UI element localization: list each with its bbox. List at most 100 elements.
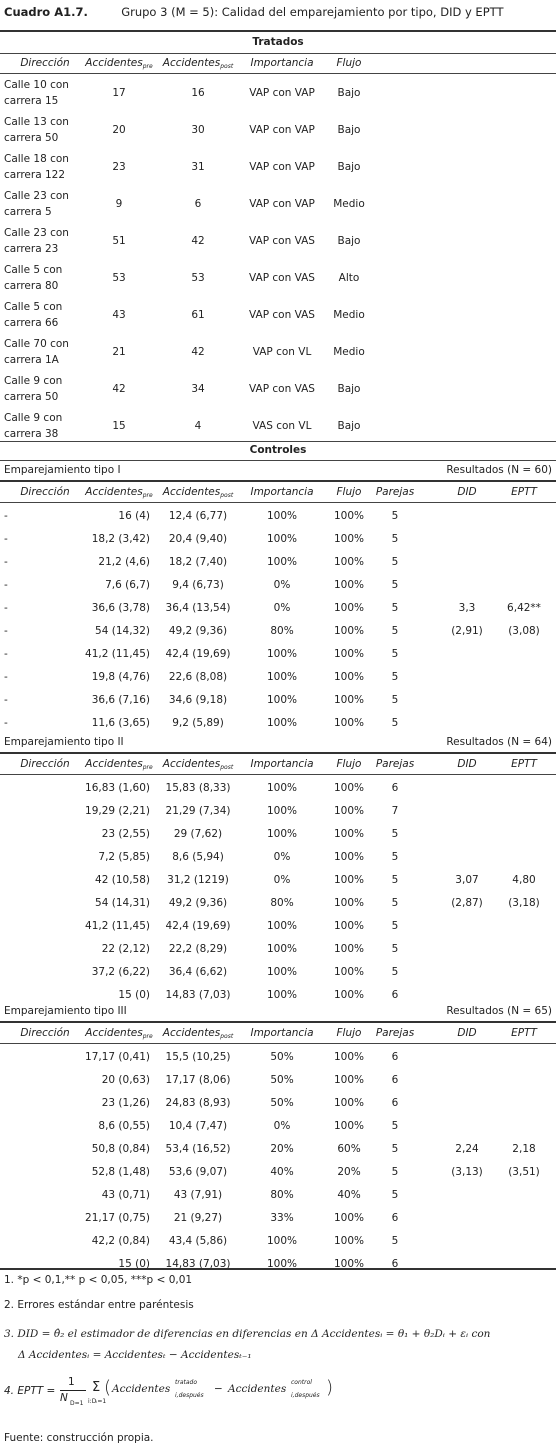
cell-importancia-text: 100% (266, 693, 298, 706)
cell-accidentes-post-text: 49,2 (9,36) (168, 896, 228, 909)
cell-direccion-text: - (4, 624, 8, 637)
cell-flujo-text: 100% (333, 1257, 365, 1270)
cell-flujo: 100% (326, 868, 372, 891)
table-row: Calle 5 con carrera 66 43 61 VAP con VAS Medi… (0, 296, 556, 333)
direccion-line-2: carrera 50 (4, 131, 59, 144)
cell-accidentes-post: 31,2 (1219) (158, 868, 238, 891)
table-row: 19,29 (2,21) 21,29 (7,34) 100% 100% 7 (0, 799, 556, 822)
cell-importancia-text: VAP con VAS (249, 382, 315, 395)
eptt-fraction-denominator-subscript: D=1 (70, 1400, 84, 1407)
cell-flujo: 100% (326, 711, 372, 734)
cell-direccion (4, 1091, 44, 1114)
cell-accidentes-post-text: 24,83 (8,93) (165, 1096, 231, 1109)
cell-direccion-text: - (4, 578, 8, 591)
cell-parejas: 5 (372, 868, 418, 891)
header-parejas-text: Parejas (375, 486, 415, 498)
header-importancia-text: Importancia (250, 758, 314, 770)
direccion-text: Calle 13 con carrera 50 (4, 114, 74, 146)
cell-flujo-text: 100% (333, 601, 365, 614)
cell-accidentes-pre-text: 16 (4) (118, 509, 150, 522)
cell-importancia: VAP con VAP (238, 74, 326, 111)
cell-parejas-text: 6 (391, 1096, 399, 1109)
table-row: Calle 70 con carrera 1A 21 42 VAP con VL Medi… (0, 333, 556, 370)
cell-accidentes-post-text: 15,83 (8,33) (165, 781, 231, 794)
header-accidentes-post-text: Accidentes (162, 758, 221, 770)
cell-parejas: 5 (372, 822, 418, 845)
table-row: 17,17 (0,41) 15,5 (10,25) 50% 100% 6 (0, 1045, 556, 1068)
cell-importancia: 100% (238, 776, 326, 799)
cell-accidentes-post-text: 42 (191, 345, 205, 358)
cell-importancia-text: VAS con VL (252, 419, 312, 432)
header-eptt: EPTT (496, 754, 552, 774)
header-importancia-text: Importancia (250, 486, 314, 498)
cell-flujo-text: 100% (333, 1050, 365, 1063)
cell-accidentes-pre: 21,2 (4,6) (80, 550, 150, 573)
cell-flujo-text: 100% (333, 850, 365, 863)
cell-flujo: 100% (326, 665, 372, 688)
cell-parejas-text: 5 (391, 850, 399, 863)
cell-accidentes-post-text: 6 (194, 197, 202, 210)
table-row: 15 (0) 14,83 (7,03) 100% 100% 6 (0, 1252, 556, 1275)
cell-eptt-text: 4,80 (512, 873, 536, 886)
cell-parejas-text: 6 (391, 1050, 399, 1063)
cell-flujo-text: 100% (333, 716, 365, 729)
cell-flujo: 100% (326, 619, 372, 642)
cell-accidentes-pre: 43 (80, 296, 158, 333)
cell-accidentes-post-text: 10,4 (7,47) (168, 1119, 228, 1132)
group-label: Emparejamiento tipo I (4, 460, 304, 480)
cell-parejas: 5 (372, 1114, 418, 1137)
header-direccion: Dirección (10, 482, 80, 502)
cell-parejas-text: 5 (391, 942, 399, 955)
cell-accidentes-post-text: 49,2 (9,36) (168, 624, 228, 637)
cell-flujo-text: Bajo (337, 160, 361, 173)
cell-accidentes-pre-text: 36,6 (3,78) (91, 601, 150, 614)
direccion-line-2: carrera 1A (4, 353, 59, 366)
cell-parejas-text: 5 (391, 578, 399, 591)
table-row: 20 (0,63) 17,17 (8,06) 50% 100% 6 (0, 1068, 556, 1091)
cell-flujo-text: 100% (333, 624, 365, 637)
cell-did-se: (2,87) (440, 891, 494, 914)
cell-flujo: 100% (326, 688, 372, 711)
cell-flujo: 100% (326, 891, 372, 914)
source-note: Fuente: construcción propia. (4, 1432, 154, 1444)
cell-importancia-text: VAP con VAP (249, 197, 315, 210)
header-accidentes-pre-text: Accidentes (85, 1027, 143, 1039)
cell-did-se-text: (3,13) (451, 1165, 483, 1178)
table-row: 7,2 (5,85) 8,6 (5,94) 0% 100% 5 (0, 845, 556, 868)
cell-parejas: 5 (372, 573, 418, 596)
table-row: 42 (10,58) 31,2 (1219) 0% 100% 5 3,07 4,80 (0, 868, 556, 891)
cell-did: 2,24 (440, 1137, 494, 1160)
section-title-treated: Tratados (252, 36, 304, 48)
cell-accidentes-pre: 8,6 (0,55) (80, 1114, 150, 1137)
cell-direccion: Calle 23 con carrera 5 (4, 185, 80, 222)
header-direccion-text: Dirección (20, 486, 70, 498)
cell-parejas: 5 (372, 937, 418, 960)
cell-did-se-text: (2,91) (451, 624, 483, 637)
cell-accidentes-post: 21,29 (7,34) (158, 799, 238, 822)
header-direccion: Dirección (10, 53, 80, 73)
cell-importancia-text: VAP con VAS (249, 234, 315, 247)
controls-header-row: Dirección Accidentes pre Accidentes post Impo… (0, 1023, 556, 1043)
cell-importancia: 100% (238, 937, 326, 960)
table-row: - 11,6 (3,65) 9,2 (5,89) 100% 100% 5 (0, 711, 556, 734)
cell-flujo-text: 60% (337, 1142, 361, 1155)
cell-accidentes-pre-text: 23 (2,55) (101, 827, 150, 840)
cell-accidentes-post-text: 53,4 (16,52) (165, 1142, 231, 1155)
cell-accidentes-post-text: 17,17 (8,06) (165, 1073, 231, 1086)
cell-flujo: 100% (326, 1068, 372, 1091)
group-results-text: Resultados (N = 60) (446, 464, 552, 476)
cell-accidentes-pre-text: 36,6 (7,16) (91, 693, 150, 706)
cell-importancia-text: 100% (266, 781, 298, 794)
cell-parejas-text: 6 (391, 781, 399, 794)
direccion-line-1: Calle 23 con (4, 226, 69, 239)
table-row: - 7,6 (6,7) 9,4 (6,73) 0% 100% 5 (0, 573, 556, 596)
header-accidentes-pre: Accidentes pre (80, 754, 158, 774)
cell-parejas-text: 5 (391, 693, 399, 706)
cell-flujo-text: Medio (333, 308, 365, 321)
group-label: Emparejamiento tipo II (4, 732, 304, 752)
cell-direccion (4, 868, 44, 891)
cell-accidentes-post-text: 9,4 (6,73) (172, 578, 224, 591)
header-accidentes-pre-subscript: pre (142, 491, 153, 499)
cell-parejas: 5 (372, 891, 418, 914)
